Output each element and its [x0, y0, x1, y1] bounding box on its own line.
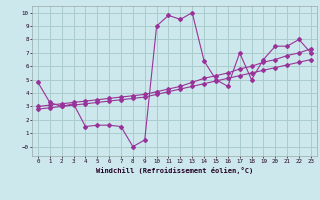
X-axis label: Windchill (Refroidissement éolien,°C): Windchill (Refroidissement éolien,°C): [96, 167, 253, 174]
